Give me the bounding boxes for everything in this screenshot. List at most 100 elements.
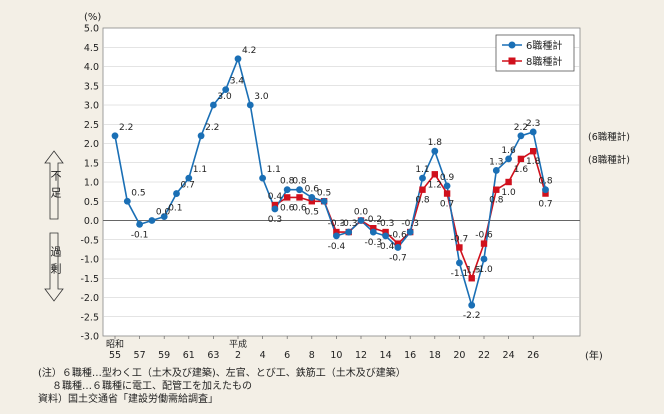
y-tick-label: 4.0 — [84, 62, 99, 73]
data-label: 0.0 — [354, 208, 369, 218]
x-tick-label: 18 — [429, 350, 441, 361]
data-point — [271, 201, 279, 209]
data-label: -0.3 — [365, 238, 383, 248]
end-label-6: (6職種計) — [588, 131, 630, 143]
data-label: 2.3 — [526, 119, 540, 129]
data-point — [505, 178, 512, 186]
data-label: 1.8 — [428, 138, 443, 148]
y-tick-label: 2.0 — [84, 139, 99, 150]
data-label: 4.2 — [242, 46, 256, 56]
legend-marker-8 — [508, 57, 516, 65]
data-point — [419, 186, 426, 193]
data-label: 0.6 — [292, 203, 307, 213]
data-label: 0.0 — [156, 208, 171, 218]
data-label: -0.4 — [377, 242, 395, 252]
data-point — [443, 190, 451, 197]
data-point — [382, 228, 389, 236]
data-label: -1.1 — [451, 269, 469, 279]
data-point — [333, 232, 340, 240]
data-label: 0.4 — [268, 192, 283, 202]
data-label: -0.6 — [475, 231, 493, 241]
data-point — [185, 174, 193, 182]
data-label: 0.7 — [440, 200, 454, 210]
y-tick-label: -2.5 — [80, 312, 99, 323]
data-label: -0.3 — [328, 219, 346, 229]
note-line-2: ８職種…６職種に電工、配管工を加えたもの — [52, 381, 252, 392]
data-point — [222, 86, 230, 93]
x-tick-label: 8 — [309, 350, 315, 361]
data-label: 0.5 — [305, 207, 319, 217]
shortage-label: 不足 — [49, 170, 62, 204]
data-point — [517, 155, 525, 163]
y-tick-label: 0.5 — [84, 197, 99, 208]
x-tick-label: 57 — [134, 350, 146, 361]
data-label: -1.5 — [463, 265, 481, 275]
x-tick-label: 61 — [183, 350, 195, 361]
data-label: 0.3 — [268, 215, 282, 225]
data-point — [333, 228, 340, 236]
shortage-indicator: 不足 — [44, 150, 64, 223]
data-point — [283, 186, 291, 194]
data-point — [530, 148, 537, 155]
data-label: 0.9 — [440, 173, 455, 183]
data-label: 3.4 — [230, 77, 245, 87]
surplus-label: 過剰 — [49, 246, 62, 280]
data-point — [173, 190, 180, 197]
data-point — [296, 186, 303, 194]
footnotes: (注）６職種…型わく工（土木及び建築)、左官、とび工、鉄筋工（土木及び建築） ８… — [38, 367, 406, 406]
data-label: -0.3 — [401, 219, 419, 229]
data-label: 2.2 — [119, 123, 133, 133]
data-label: 0.8 — [415, 196, 430, 206]
data-point — [234, 55, 242, 63]
data-label: 0.7 — [181, 181, 195, 191]
x-tick-label: 6 — [284, 350, 290, 361]
data-point — [296, 194, 303, 201]
y-tick-label: 3.5 — [84, 81, 99, 92]
data-point — [308, 194, 316, 201]
data-point — [136, 220, 144, 228]
surplus-arrow-icon — [44, 232, 64, 302]
data-point — [370, 225, 377, 232]
data-point — [197, 132, 205, 140]
data-label: 0.6 — [305, 184, 320, 194]
data-label: -0.3 — [340, 219, 358, 229]
data-point — [505, 155, 512, 163]
data-point — [148, 217, 156, 224]
x-tick-label: 59 — [158, 350, 170, 361]
data-label: 1.6 — [514, 165, 529, 175]
data-point — [406, 228, 414, 236]
data-label: 0.8 — [538, 177, 553, 187]
data-point — [480, 255, 488, 263]
x-tick-label: 24 — [503, 350, 515, 361]
surplus-indicator: 過剰 — [44, 232, 64, 305]
x-tick-label: 14 — [380, 350, 392, 361]
data-label: -0.7 — [451, 234, 469, 244]
y-tick-label: -3.0 — [80, 332, 99, 343]
data-point — [419, 174, 426, 182]
data-point — [456, 244, 463, 251]
data-point — [542, 190, 549, 197]
data-label: 3.0 — [217, 92, 232, 102]
data-label: 1.2 — [428, 180, 442, 190]
y-tick-label: 3.0 — [84, 101, 99, 112]
data-label: 0.5 — [131, 188, 145, 198]
data-label: 0.8 — [292, 177, 307, 187]
data-label: 0.1 — [168, 204, 182, 214]
x-tick-label: 16 — [404, 350, 416, 361]
data-point — [259, 174, 266, 182]
y-tick-label: 1.5 — [84, 158, 99, 169]
data-label: 2.2 — [514, 123, 528, 133]
data-point — [394, 244, 402, 251]
data-point — [284, 194, 291, 201]
data-point — [111, 132, 119, 140]
y-tick-label: -0.5 — [80, 235, 99, 246]
y-tick-label: 2.5 — [84, 120, 99, 131]
data-label: -0.4 — [328, 242, 346, 252]
data-point — [357, 217, 365, 224]
y-tick-label: 4.5 — [84, 43, 99, 54]
y-tick-label: -1.5 — [80, 274, 99, 285]
y-tick-label: -1.0 — [80, 255, 99, 266]
x-era-label: 昭和 — [106, 339, 124, 350]
legend-label-6: 6職種計 — [526, 39, 562, 52]
